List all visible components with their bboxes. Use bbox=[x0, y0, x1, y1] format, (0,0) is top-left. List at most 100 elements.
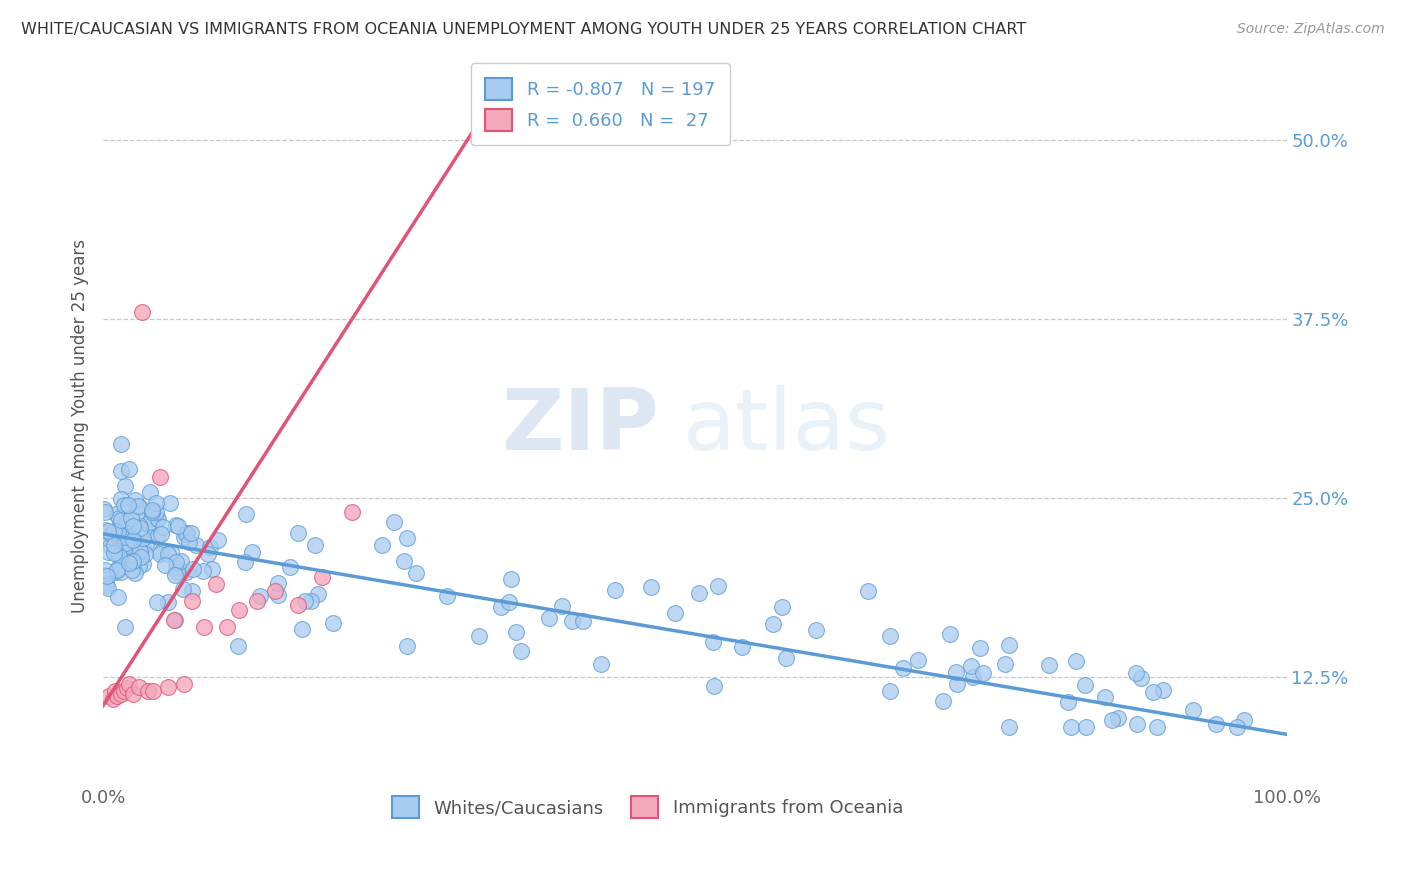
Point bbox=[118, 462, 141, 476]
Point bbox=[180, 525, 202, 540]
Text: ZIP: ZIP bbox=[502, 385, 659, 468]
Point bbox=[165, 560, 187, 574]
Point bbox=[242, 545, 264, 559]
Point bbox=[132, 557, 155, 571]
Point bbox=[246, 594, 269, 608]
Point bbox=[969, 641, 991, 656]
Point bbox=[174, 565, 197, 579]
Point bbox=[118, 556, 141, 570]
Point bbox=[110, 436, 132, 450]
Point bbox=[96, 568, 118, 582]
Point bbox=[105, 689, 128, 703]
Text: Source: ZipAtlas.com: Source: ZipAtlas.com bbox=[1237, 22, 1385, 37]
Point bbox=[382, 515, 405, 529]
Point bbox=[879, 683, 901, 698]
Point bbox=[124, 493, 146, 508]
Point bbox=[107, 561, 129, 575]
Point bbox=[304, 538, 326, 552]
Point bbox=[405, 566, 427, 580]
Point bbox=[138, 485, 160, 500]
Point bbox=[181, 584, 204, 599]
Point bbox=[108, 549, 131, 563]
Point bbox=[115, 522, 138, 536]
Point bbox=[149, 469, 172, 483]
Point bbox=[392, 554, 415, 568]
Point bbox=[105, 507, 128, 521]
Point bbox=[165, 568, 187, 582]
Point bbox=[98, 539, 121, 553]
Point bbox=[960, 658, 983, 673]
Point bbox=[707, 579, 730, 593]
Point bbox=[114, 479, 136, 493]
Point bbox=[994, 657, 1017, 671]
Point bbox=[105, 546, 128, 560]
Point bbox=[107, 591, 129, 605]
Point bbox=[97, 582, 120, 596]
Point bbox=[172, 582, 194, 596]
Point bbox=[180, 594, 202, 608]
Point bbox=[1038, 658, 1060, 673]
Point bbox=[155, 558, 177, 572]
Point bbox=[1181, 703, 1204, 717]
Point bbox=[146, 512, 169, 526]
Point bbox=[149, 544, 172, 558]
Point bbox=[1107, 711, 1129, 725]
Point bbox=[132, 531, 155, 545]
Point bbox=[891, 661, 914, 675]
Point bbox=[121, 687, 143, 701]
Point bbox=[201, 561, 224, 575]
Point bbox=[114, 547, 136, 561]
Point bbox=[122, 533, 145, 547]
Point bbox=[110, 464, 132, 478]
Point bbox=[468, 629, 491, 643]
Point bbox=[110, 492, 132, 507]
Point bbox=[100, 527, 122, 541]
Point bbox=[114, 620, 136, 634]
Point bbox=[217, 620, 239, 634]
Point bbox=[173, 530, 195, 544]
Point bbox=[134, 547, 156, 561]
Point bbox=[93, 534, 115, 549]
Point bbox=[804, 624, 827, 638]
Point bbox=[294, 593, 316, 607]
Point bbox=[114, 535, 136, 549]
Point bbox=[395, 531, 418, 545]
Point bbox=[551, 599, 574, 613]
Point bbox=[141, 503, 163, 517]
Point bbox=[972, 665, 994, 680]
Point bbox=[962, 670, 984, 684]
Point bbox=[170, 553, 193, 567]
Point bbox=[128, 518, 150, 533]
Point bbox=[1064, 654, 1087, 668]
Point bbox=[94, 562, 117, 576]
Point bbox=[122, 518, 145, 533]
Point bbox=[177, 535, 200, 549]
Point bbox=[688, 586, 710, 600]
Point bbox=[1129, 672, 1152, 686]
Point bbox=[1205, 717, 1227, 731]
Point bbox=[159, 496, 181, 510]
Point bbox=[104, 544, 127, 558]
Point bbox=[165, 555, 187, 569]
Point bbox=[129, 550, 152, 565]
Point bbox=[176, 526, 198, 541]
Point bbox=[1076, 720, 1098, 734]
Point bbox=[93, 568, 115, 582]
Point bbox=[1101, 713, 1123, 727]
Point bbox=[94, 505, 117, 519]
Point bbox=[664, 606, 686, 620]
Point bbox=[157, 595, 180, 609]
Point bbox=[938, 627, 960, 641]
Point bbox=[561, 614, 583, 628]
Point bbox=[103, 538, 125, 552]
Point bbox=[166, 565, 188, 579]
Point bbox=[1059, 720, 1081, 734]
Point bbox=[115, 681, 138, 696]
Point bbox=[322, 615, 344, 630]
Point bbox=[121, 531, 143, 545]
Point bbox=[159, 545, 181, 559]
Point bbox=[299, 594, 322, 608]
Point bbox=[191, 564, 214, 578]
Point bbox=[145, 595, 167, 609]
Point bbox=[703, 679, 725, 693]
